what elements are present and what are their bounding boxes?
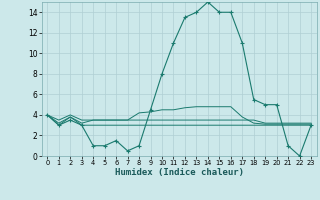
X-axis label: Humidex (Indice chaleur): Humidex (Indice chaleur) [115,168,244,177]
